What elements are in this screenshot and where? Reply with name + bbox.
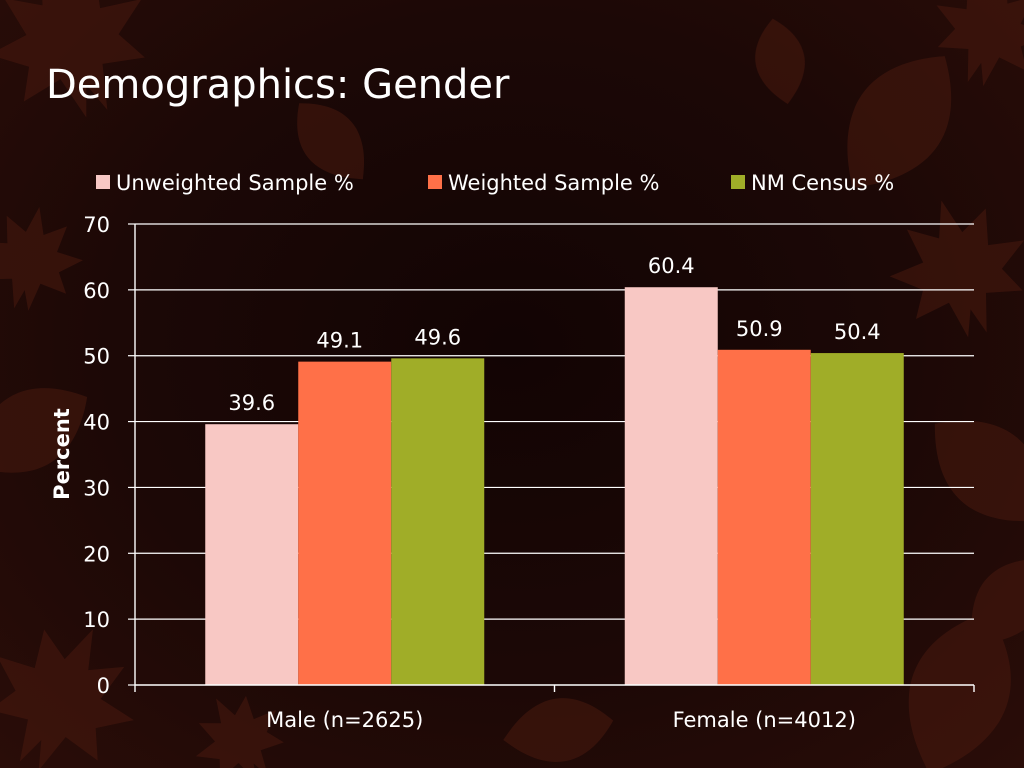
legend-swatch <box>428 175 442 189</box>
x-tick-label: Male (n=2625) <box>266 708 423 732</box>
data-label: 49.6 <box>414 325 461 349</box>
legend-label: NM Census % <box>751 171 894 195</box>
data-label: 50.9 <box>736 317 783 341</box>
legend-swatch <box>96 175 110 189</box>
data-label: 60.4 <box>648 254 695 278</box>
y-tick-label: 10 <box>83 608 110 632</box>
bar <box>391 358 485 685</box>
x-tick-label: Female (n=4012) <box>673 708 856 732</box>
y-tick-label: 0 <box>97 674 110 698</box>
bar <box>717 349 811 685</box>
bar <box>810 353 904 685</box>
data-label: 49.1 <box>316 329 363 353</box>
legend-swatch <box>731 175 745 189</box>
data-label: 39.6 <box>228 391 275 415</box>
data-label: 50.4 <box>834 320 881 344</box>
bar <box>624 287 718 685</box>
legend-label: Unweighted Sample % <box>116 171 354 195</box>
y-axis-title: Percent <box>50 408 74 500</box>
y-tick-label: 60 <box>83 279 110 303</box>
bar <box>298 361 392 685</box>
y-tick-label: 70 <box>83 213 110 237</box>
y-tick-label: 40 <box>83 411 110 435</box>
y-tick-label: 50 <box>83 345 110 369</box>
y-tick-label: 20 <box>83 542 110 566</box>
bar <box>205 424 299 685</box>
y-tick-label: 30 <box>83 476 110 500</box>
legend-label: Weighted Sample % <box>448 171 659 195</box>
slide-title: Demographics: Gender <box>46 62 510 108</box>
